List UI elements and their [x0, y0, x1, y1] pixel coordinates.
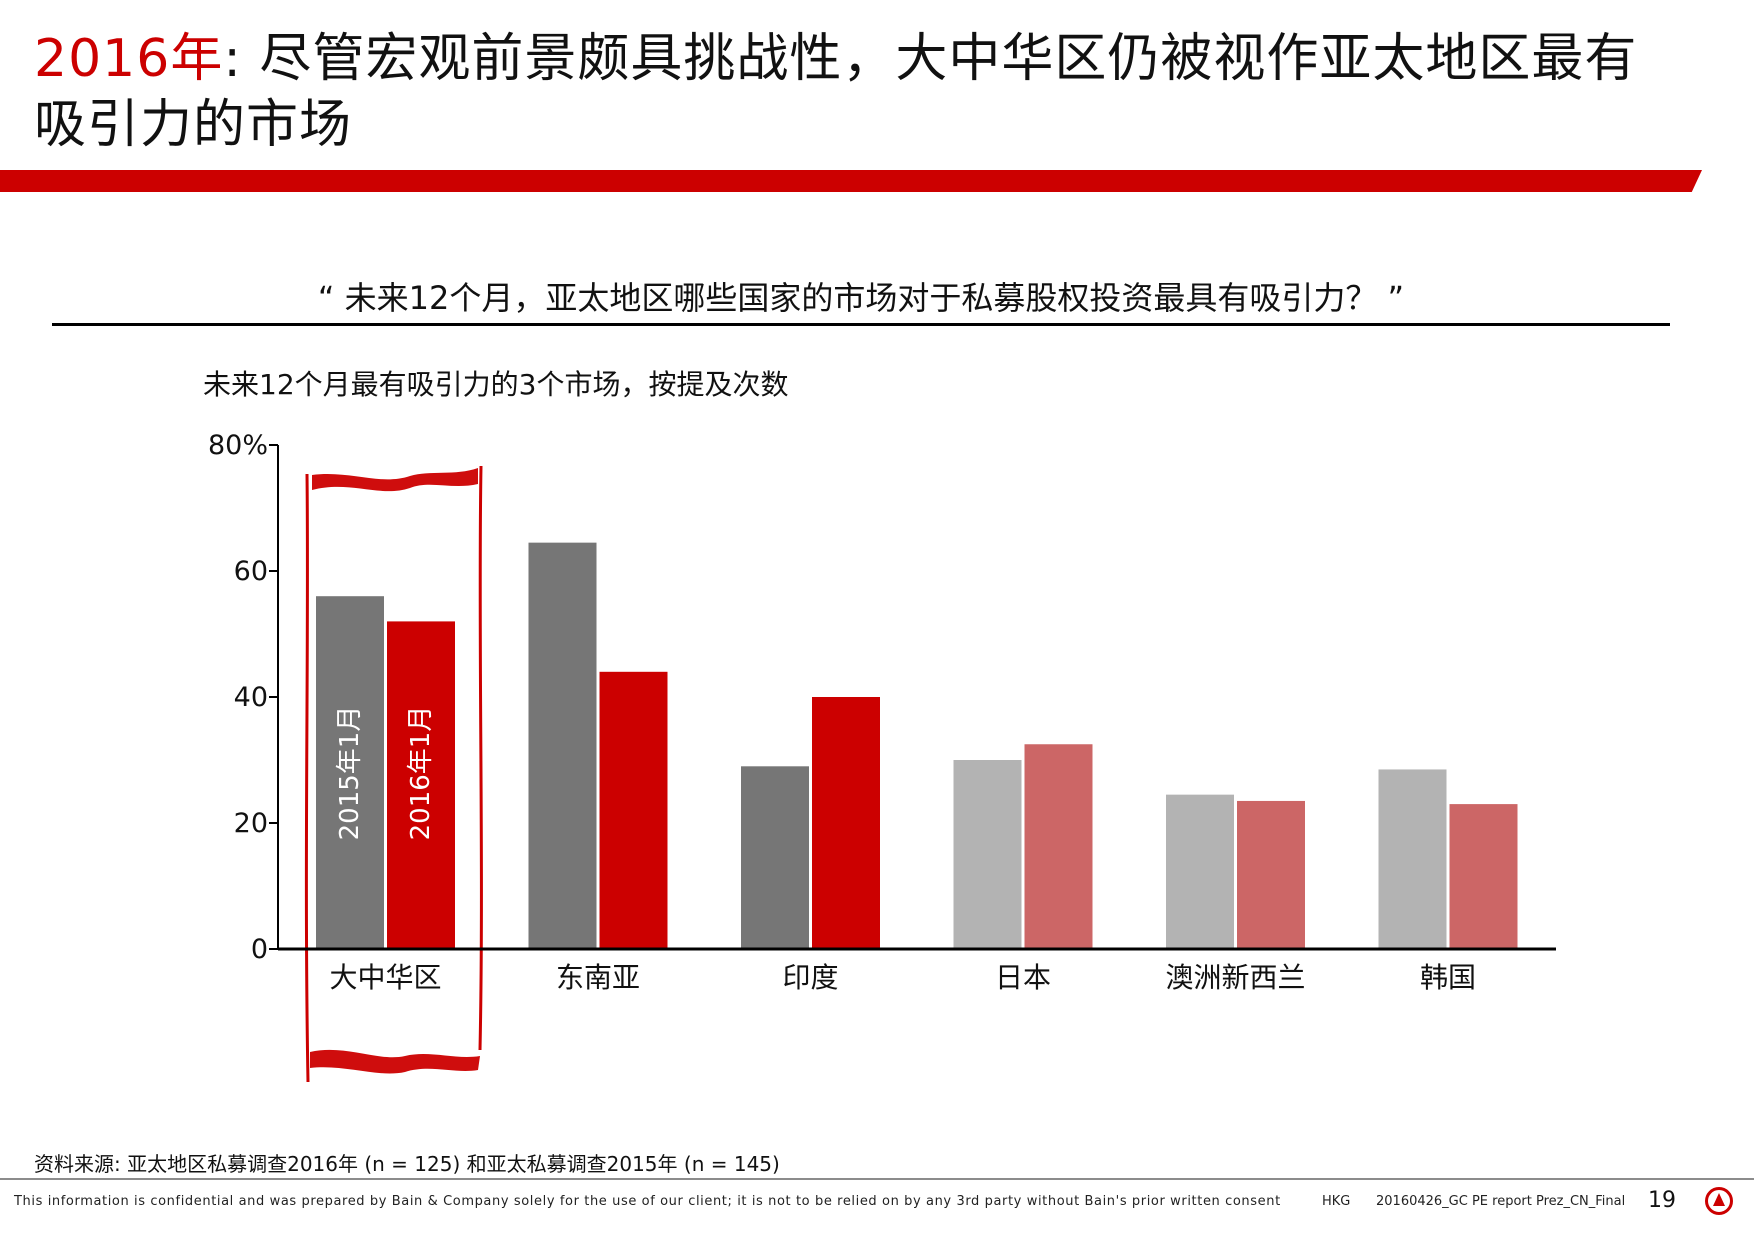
bar-2015: [528, 542, 597, 949]
bar-2015: [1166, 794, 1234, 949]
y-tick-label: 80%: [208, 430, 268, 461]
highlight-edge-left: [304, 473, 310, 1083]
series-legend-label: 2015年1月: [335, 706, 365, 841]
page-title: 2016年: 尽管宏观前景颇具挑战性，大中华区仍被视作亚太地区最有吸引力的市场: [34, 26, 1674, 158]
bar-2015: [953, 760, 1022, 949]
bar-2016: [1449, 804, 1518, 949]
source-note: 资料来源: 亚太地区私募调查2016年 (n = 125) 和亚太私募调查201…: [34, 1152, 780, 1176]
y-tick-label: 60: [234, 556, 268, 587]
x-category-label: 日本: [995, 961, 1051, 994]
y-tick-label: 20: [234, 808, 268, 839]
x-category-label: 澳洲新西兰: [1165, 961, 1305, 994]
office-code: HKG: [1322, 1194, 1351, 1209]
title-divider-band: [0, 170, 1702, 192]
x-category-label: 韩国: [1420, 961, 1476, 994]
bar-2016: [1237, 800, 1305, 949]
series-legend-label: 2016年1月: [406, 706, 436, 841]
bar-2016: [1024, 744, 1093, 949]
y-tick-label: 40: [234, 682, 268, 713]
confidentiality-disclaimer: This information is confidential and was…: [14, 1194, 1281, 1209]
x-category-label: 东南亚: [556, 961, 640, 994]
question-underline: [52, 323, 1670, 326]
axes-layer: [269, 444, 1556, 951]
bar-2016: [599, 671, 668, 949]
labels-layer: 0 20 40 60 80% 大中华区 东南亚 印度 日本 澳洲新西兰 韩国 2015年1月 2016年…: [208, 430, 1476, 994]
highlight-brush-top: [312, 468, 478, 492]
bar-2015: [1378, 769, 1447, 949]
bain-logo-icon: [1705, 1187, 1733, 1215]
highlight-edge-right: [478, 465, 483, 1051]
page-number: 19: [1648, 1188, 1676, 1213]
bar-2016: [387, 621, 455, 949]
bar-2015: [316, 596, 384, 949]
bars-layer: [316, 542, 1518, 949]
highlight-box-layer: [304, 465, 483, 1083]
page-title-year: 2016年: [34, 29, 224, 89]
file-name: 20160426_GC PE report Prez_CN_Final: [1376, 1194, 1626, 1209]
y-tick-label: 0: [251, 934, 268, 965]
page-title-text: : 尽管宏观前景颇具挑战性，大中华区仍被视作亚太地区最有吸引力的市场: [34, 29, 1638, 155]
survey-question: “ 未来12个月，亚太地区哪些国家的市场对于私募股权投资最具有吸引力？ ”: [317, 279, 1405, 317]
bar-2015: [741, 766, 809, 949]
x-category-label: 大中华区: [329, 961, 441, 994]
highlight-brush-bottom: [310, 1049, 480, 1074]
chart-subtitle: 未来12个月最有吸引力的3个市场，按提及次数: [203, 368, 789, 401]
footer-divider: [0, 1178, 1754, 1180]
bar-2016: [812, 697, 880, 949]
x-category-label: 印度: [782, 961, 838, 994]
